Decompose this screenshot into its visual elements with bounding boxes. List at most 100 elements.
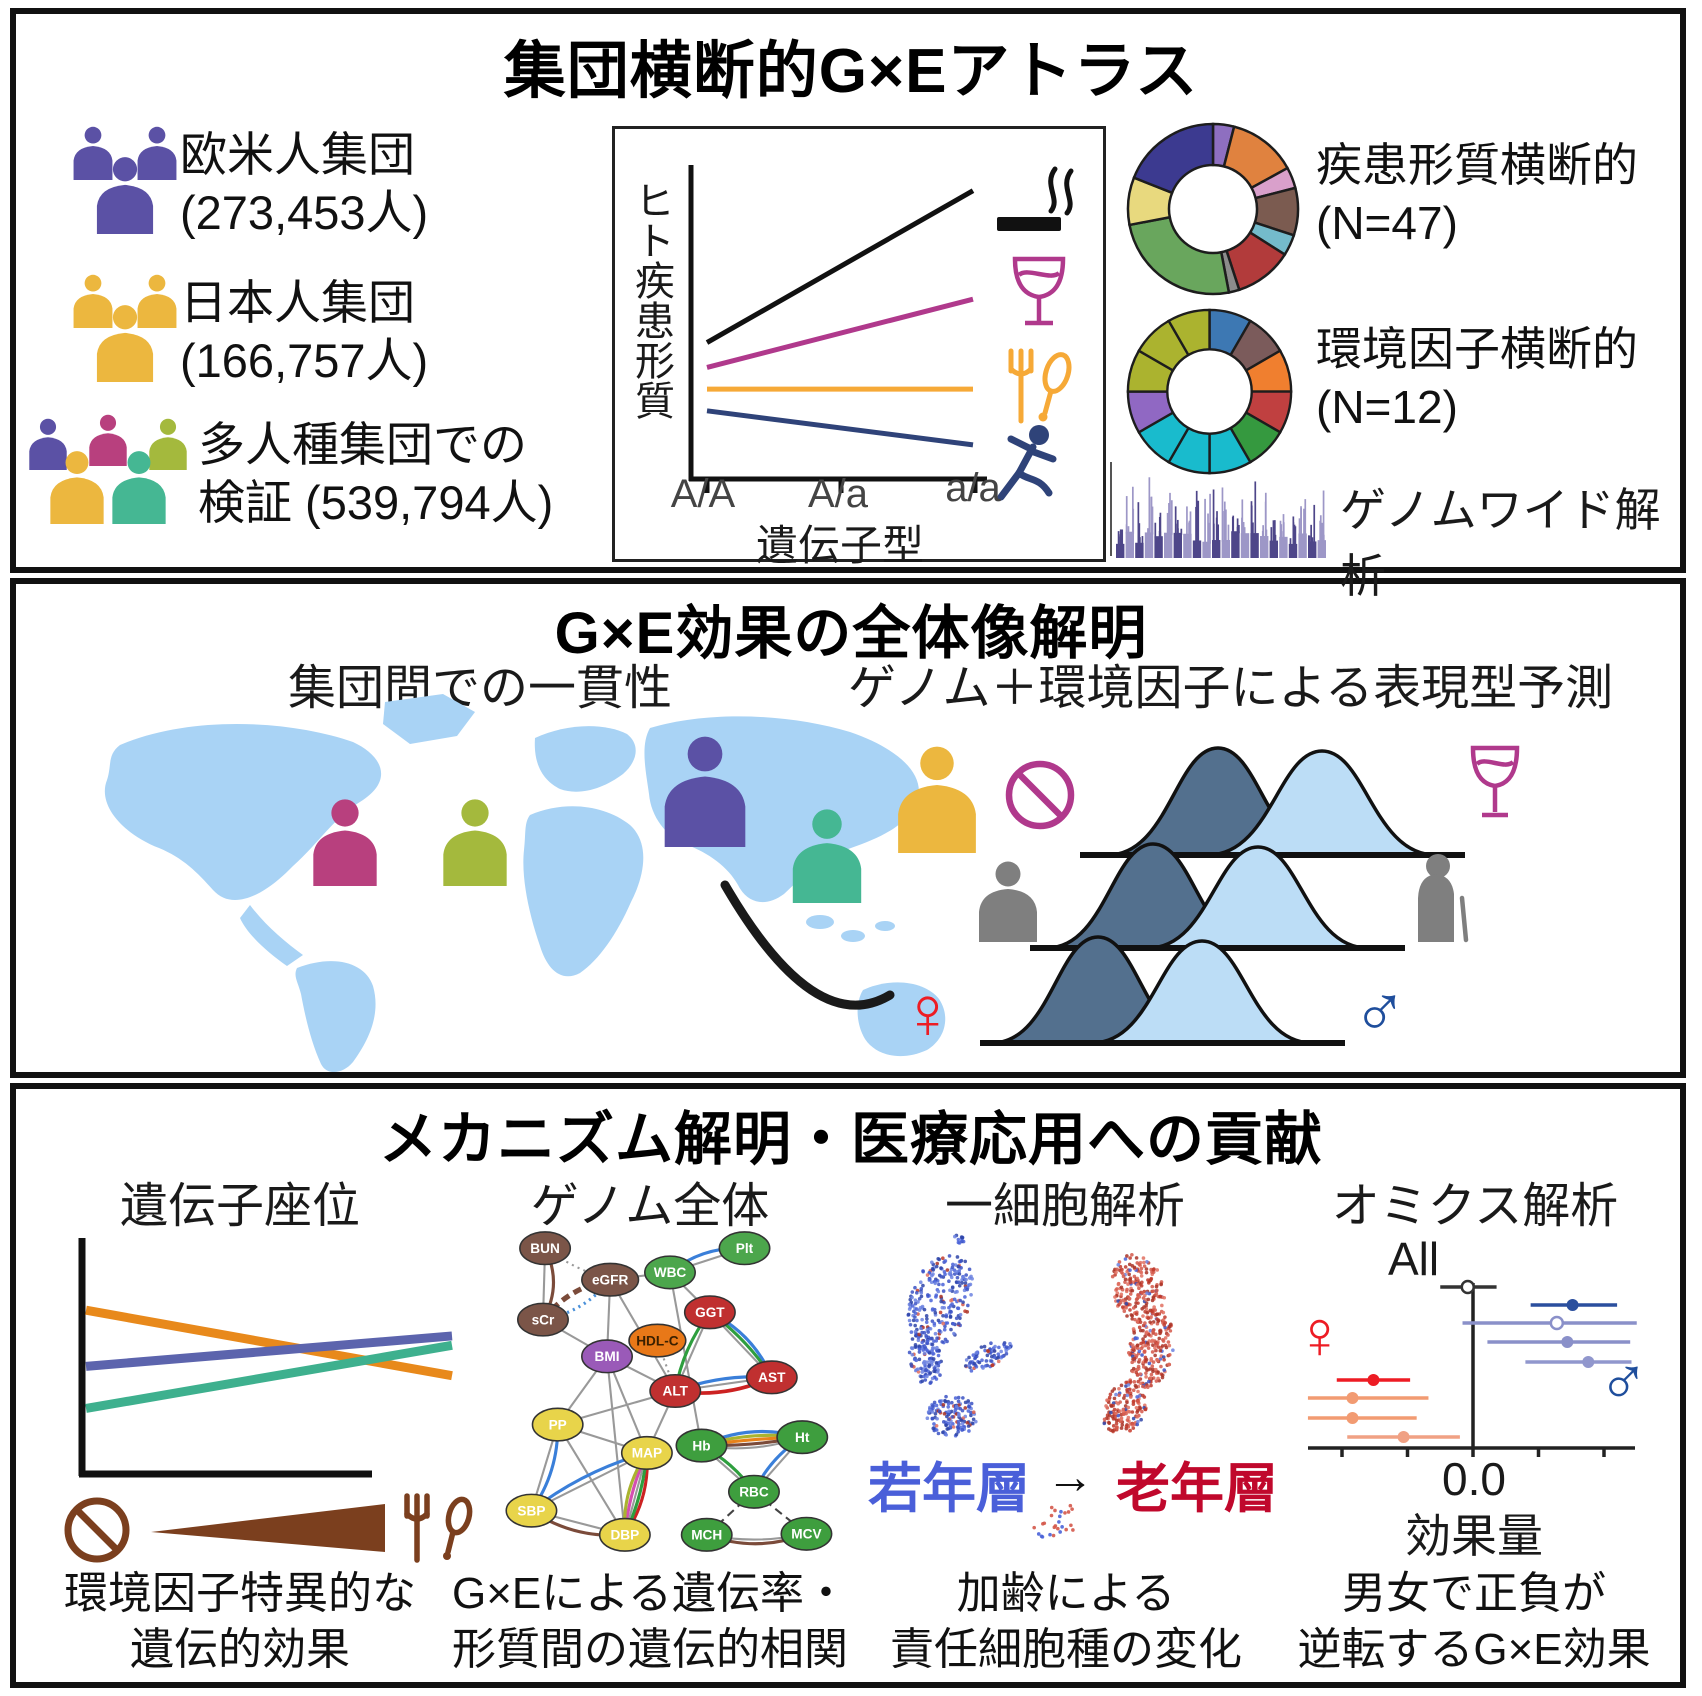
header-omics: オミクス解析 (1331, 1180, 1619, 1233)
caption-omics: 男女で正負が 逆転するG×E効果 (1266, 1566, 1682, 1678)
caption-line: 責任細胞種の変化 (890, 1625, 1242, 1674)
wine-glass-icon (1012, 256, 1066, 326)
trait-donut-count: (N=47) (1316, 197, 1458, 249)
svg-text:MAP: MAP (632, 1446, 662, 1461)
fork-food-icon (404, 1493, 473, 1563)
population-persons (313, 736, 976, 903)
genotype-chart-xlabel: 遺伝子型 (755, 522, 924, 569)
adult-person-icon (979, 861, 1037, 942)
effect-size-forest-plot (1307, 1279, 1637, 1457)
consistency-arc (720, 880, 895, 1010)
european-population-label: 欧米人集団 (273,453人) (180, 126, 428, 242)
svg-text:eGFR: eGFR (592, 1272, 628, 1287)
population-name: 欧米人集団 (180, 128, 415, 181)
young-age-label: 若年層 (868, 1459, 1030, 1519)
caption-line: 男女で正負が (1342, 1569, 1606, 1618)
svg-text:MCV: MCV (791, 1526, 821, 1541)
panel1-title: 集団横断的G×Eアトラス (503, 37, 1199, 106)
trait-donut-chart (1126, 122, 1300, 296)
manhattan-plot (1110, 462, 1326, 558)
caption-line: 加齢による (956, 1569, 1176, 1618)
trait-donut-title: 疾患形質横断的 (1316, 139, 1638, 191)
consistency-label: 集団間での一貫性 (288, 662, 673, 715)
svg-text:DBP: DBP (610, 1528, 639, 1543)
female-symbol: ♀ (900, 971, 956, 1054)
population-count: (273,453人) (180, 186, 429, 239)
svg-text:RBC: RBC (739, 1484, 769, 1499)
world-map (104, 694, 976, 1073)
caption-line: G×Eによる遺伝率・ (452, 1569, 848, 1618)
svg-text:Plt: Plt (736, 1241, 754, 1256)
genotype-tick-Aa: A/a (807, 472, 869, 516)
population-count: (166,757人) (180, 334, 429, 387)
caption-genome: G×Eによる遺伝率・ 形質間の遺伝的相関 (438, 1566, 862, 1678)
no-drinking-icon (1005, 760, 1075, 830)
environment-donut-label: 環境因子横断的 (N=12) (1316, 320, 1638, 436)
gradient-wedge-icon (151, 1504, 385, 1552)
forest-zero-tick: 0.0 (1442, 1453, 1506, 1505)
locus-effect-chart (78, 1238, 453, 1478)
caption-line: 逆転するG×E効果 (1297, 1625, 1651, 1674)
caption-line: 遺伝的効果 (130, 1625, 350, 1674)
prediction-label: ゲノム＋環境因子による表現型予測 (848, 662, 1614, 715)
svg-text:Ht: Ht (795, 1430, 810, 1445)
environment-donut-count: (N=12) (1316, 381, 1458, 433)
phenotype-distributions (979, 745, 1520, 1046)
genotype-chart-frame (612, 126, 1106, 562)
no-environment-icon (64, 1497, 130, 1563)
european-people-icon (73, 126, 177, 234)
trait-donut-label: 疾患形質横断的 (N=47) (1316, 136, 1638, 252)
forest-xlabel: 効果量 (1405, 1510, 1543, 1562)
forest-all-label: All (1388, 1233, 1440, 1285)
svg-text:BUN: BUN (530, 1241, 560, 1256)
male-symbol: ♂ (1598, 1341, 1649, 1417)
svg-text:sCr: sCr (532, 1312, 555, 1327)
multi-ancestry-label: 多人種集団での 検証 (539,794人) (198, 416, 553, 532)
svg-text:PP: PP (549, 1417, 567, 1432)
svg-text:GGT: GGT (695, 1305, 725, 1320)
environment-gradient-icons (64, 1493, 473, 1563)
female-symbol: ♀ (1294, 1297, 1345, 1373)
environment-donut-title: 環境因子横断的 (1316, 323, 1638, 375)
wine-glass-icon (1470, 745, 1520, 818)
cigarette-icon (997, 166, 1074, 231)
panel3-title: メカニズム解明・医療応用への貢献 (378, 1107, 1323, 1172)
header-singlecell: 一細胞解析 (944, 1180, 1185, 1233)
caption-locus: 環境因子特異的な 遺伝的効果 (40, 1566, 440, 1678)
japanese-people-icon (73, 274, 177, 382)
elderly-person-icon (1418, 854, 1469, 943)
aging-arrow: → (1046, 1451, 1094, 1504)
genotype-chart-ylabel: ヒト疾患形質 (629, 180, 673, 420)
svg-text:WBC: WBC (654, 1265, 687, 1280)
panel3-mechanism (10, 1083, 1686, 1688)
svg-text:ALT: ALT (663, 1384, 689, 1399)
trait-correlation-network: BUN eGFR sCr WBC Plt GGT HDL-C BMI AST ALT PP MAP Hb… (505, 1231, 833, 1552)
svg-text:SBP: SBP (517, 1503, 545, 1518)
caption-line: 環境因子特異的な (64, 1569, 416, 1618)
male-symbol: ♂ (1352, 967, 1408, 1050)
panel2-title: G×E効果の全体像解明 (554, 601, 1148, 666)
gwas-label: ゲノムワイド解析 (1340, 484, 1661, 602)
caption-singlecell: 加齢による 責任細胞種の変化 (866, 1566, 1266, 1678)
svg-text:Hb: Hb (692, 1438, 710, 1453)
multi-ancestry-people-icon (29, 414, 187, 524)
genotype-tick-AA: A/A (670, 472, 736, 516)
single-cell-umap (906, 1233, 1175, 1438)
fork-food-icon (1008, 348, 1072, 424)
svg-text:BMI: BMI (595, 1349, 620, 1364)
old-age-label: 老年層 (1116, 1459, 1278, 1519)
caption-line: 形質間の遺伝的相関 (452, 1625, 848, 1674)
population-name: 日本人集団 (180, 276, 415, 329)
runner-icon (997, 425, 1057, 501)
svg-text:MCH: MCH (691, 1528, 722, 1543)
population-name: 多人種集団での (198, 418, 527, 471)
svg-text:HDL-C: HDL-C (636, 1333, 679, 1348)
genotype-tick-aa: a/a (945, 466, 1001, 510)
svg-text:AST: AST (758, 1370, 786, 1385)
population-count: 検証 (539,794人) (198, 476, 554, 529)
header-genome: ゲノム全体 (530, 1180, 770, 1233)
environment-donut-chart (1126, 308, 1293, 475)
header-locus: 遺伝子座位 (119, 1180, 360, 1233)
umap-small-cluster (1032, 1503, 1075, 1539)
